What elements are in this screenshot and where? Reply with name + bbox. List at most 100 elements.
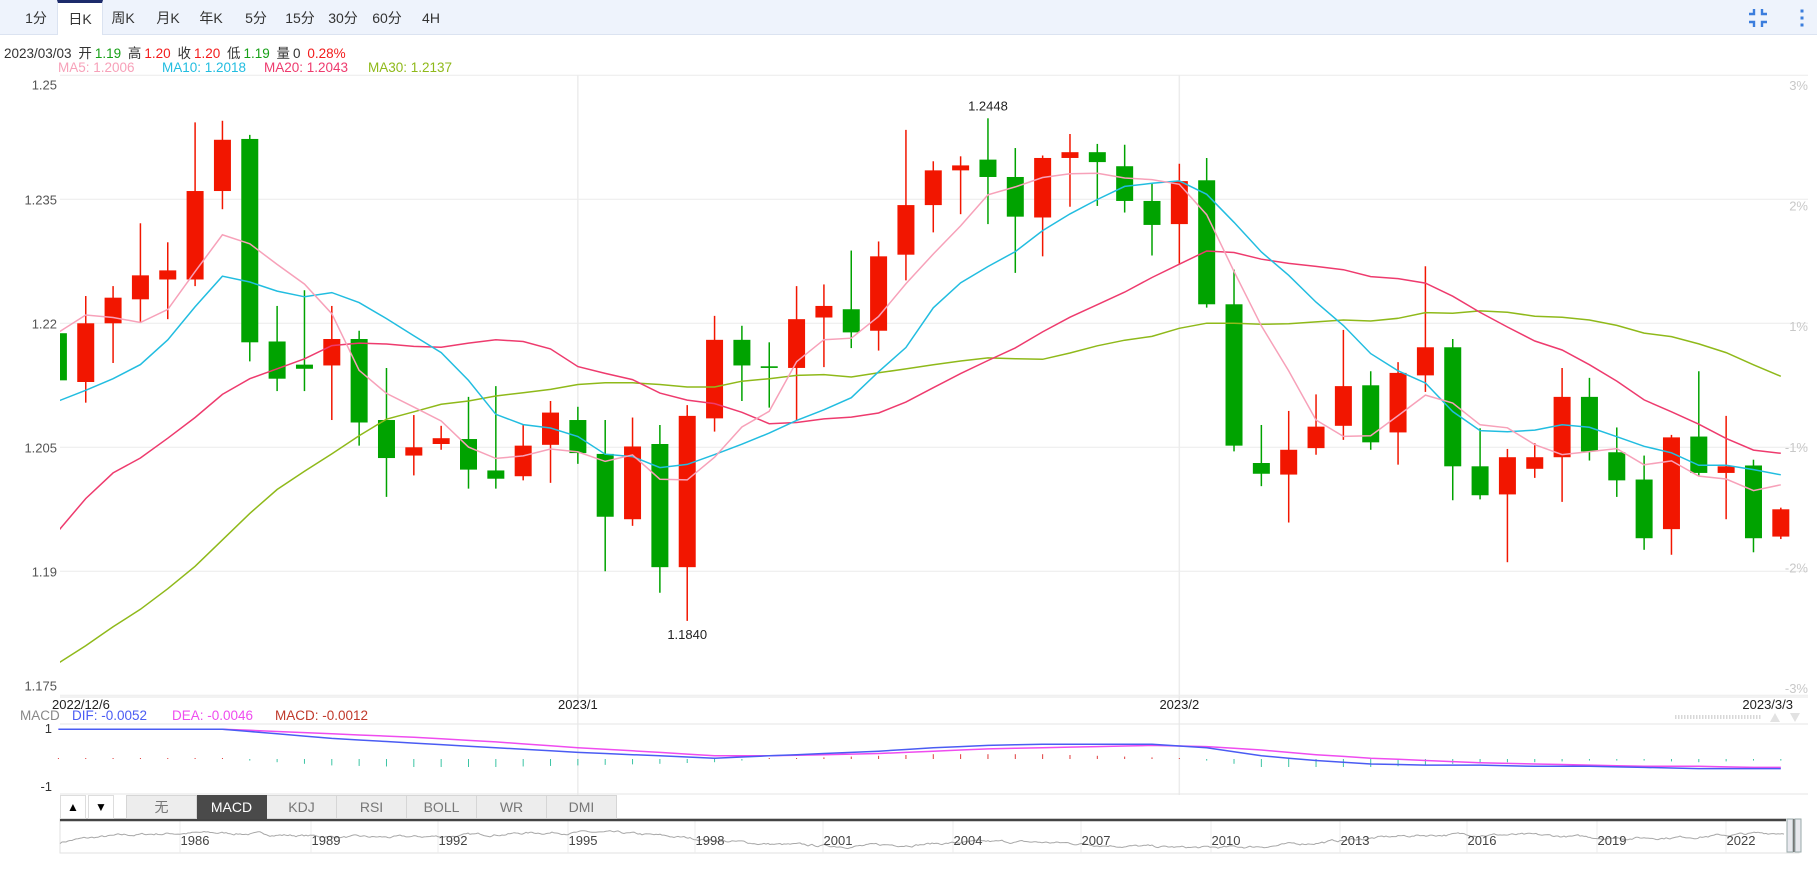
candle bbox=[815, 284, 833, 368]
indicator-tab-macd[interactable]: MACD bbox=[197, 795, 267, 819]
tab-0[interactable]: 1分 bbox=[25, 10, 47, 26]
candle bbox=[596, 420, 614, 572]
indicator-tab-kdj[interactable]: KDJ bbox=[267, 795, 337, 819]
candle-body bbox=[1334, 386, 1352, 426]
ma30-line bbox=[60, 310, 1782, 663]
indicator-tab-rsi[interactable]: RSI bbox=[337, 795, 407, 819]
tab-1[interactable]: 日K bbox=[57, 0, 103, 35]
candle-body bbox=[1772, 509, 1790, 537]
candle-body bbox=[678, 415, 696, 568]
date-tick-label: 2023/1 bbox=[558, 697, 598, 712]
candle bbox=[1061, 133, 1079, 207]
candle-body bbox=[1608, 452, 1626, 481]
ma20-legend: MA20: 1.2043 bbox=[264, 60, 349, 75]
scroll-down-icon bbox=[1790, 713, 1800, 722]
tab-6[interactable]: 15分 bbox=[285, 10, 315, 26]
candle bbox=[897, 129, 915, 281]
navigator-year-label: 2013 bbox=[1341, 833, 1370, 848]
candle bbox=[1143, 183, 1161, 256]
candle-body bbox=[624, 446, 642, 520]
candle bbox=[405, 415, 423, 476]
candle-body bbox=[870, 256, 888, 331]
candle bbox=[268, 305, 286, 392]
tab-8[interactable]: 60分 bbox=[372, 10, 402, 26]
tab-3[interactable]: 月K bbox=[156, 10, 180, 26]
indicator-tab-wr[interactable]: WR bbox=[477, 795, 547, 819]
candle-body bbox=[1252, 463, 1270, 474]
move-down-button[interactable]: ▼ bbox=[88, 795, 114, 819]
candle bbox=[1198, 157, 1216, 308]
percent-tick-label: 3% bbox=[1789, 78, 1808, 93]
navigator-selection bbox=[1793, 819, 1795, 852]
tab-9[interactable]: 4H bbox=[422, 10, 440, 26]
candle-body bbox=[295, 364, 313, 369]
candle bbox=[1225, 269, 1243, 452]
close-value: 1.20 bbox=[193, 46, 221, 61]
candle bbox=[870, 241, 888, 351]
tab-2[interactable]: 周K bbox=[111, 10, 135, 26]
macd-axis-top: 1 bbox=[45, 721, 52, 736]
candle-body bbox=[1717, 466, 1735, 473]
tab-7[interactable]: 30分 bbox=[328, 10, 358, 26]
percent-tick-label: -1% bbox=[1785, 440, 1809, 455]
candle-body bbox=[460, 439, 477, 470]
candle-body bbox=[1416, 347, 1434, 376]
move-up-button[interactable]: ▲ bbox=[60, 795, 86, 819]
navigator[interactable]: 1986 1989 1992 1995 1998 2001 2004 2007 2010 2013… bbox=[59, 713, 1802, 854]
candle-body bbox=[1143, 200, 1161, 225]
high-value: 1.20 bbox=[144, 46, 171, 61]
candle-body bbox=[651, 443, 669, 568]
candle bbox=[1088, 143, 1106, 206]
indicator-tab-无[interactable]: 无 bbox=[126, 795, 197, 819]
candle bbox=[131, 223, 149, 322]
candle bbox=[1635, 455, 1653, 550]
tab-5[interactable]: 5分 bbox=[245, 10, 267, 26]
candle bbox=[514, 424, 532, 481]
candle-body bbox=[596, 453, 614, 517]
grid-lines bbox=[60, 74, 1808, 795]
candle bbox=[1252, 424, 1270, 487]
ma5-line bbox=[60, 172, 1781, 492]
dea-legend: DEA: -0.0046 bbox=[172, 708, 254, 723]
candle-body bbox=[241, 138, 259, 343]
close-label: 收 bbox=[177, 46, 191, 61]
date-tick-label: 2023/2 bbox=[1159, 697, 1199, 712]
candle-body bbox=[1389, 372, 1407, 433]
candle-body bbox=[1580, 396, 1598, 452]
compress-icon[interactable] bbox=[1746, 6, 1770, 30]
candle-body bbox=[213, 139, 231, 192]
navigator-left-handle[interactable] bbox=[1786, 818, 1794, 853]
percent-tick-label: -3% bbox=[1785, 681, 1809, 696]
price-tick-label: 1.205 bbox=[24, 440, 57, 455]
candle-body bbox=[268, 341, 286, 379]
navigator-year-label: 2022 bbox=[1727, 833, 1756, 848]
navigator-right-handle[interactable] bbox=[1794, 818, 1802, 853]
indicator-tab-dmi[interactable]: DMI bbox=[547, 795, 617, 819]
candle-body bbox=[1526, 457, 1544, 469]
candle bbox=[542, 401, 560, 483]
candle-body bbox=[1061, 152, 1079, 158]
candle-body bbox=[377, 420, 395, 459]
candle-body bbox=[1225, 304, 1243, 446]
candle-body bbox=[788, 319, 806, 368]
candle-body bbox=[131, 275, 149, 300]
min-price-label: 1.1840 bbox=[667, 627, 707, 642]
ma20-line bbox=[60, 250, 1781, 531]
tab-4[interactable]: 年K bbox=[199, 10, 223, 26]
candle bbox=[241, 134, 259, 362]
candle bbox=[842, 250, 860, 349]
change-percent: 0.28% bbox=[307, 46, 346, 61]
navigator-year-label: 2001 bbox=[824, 833, 853, 848]
candle bbox=[1280, 410, 1298, 523]
indicator-tab-boll[interactable]: BOLL bbox=[407, 795, 477, 819]
more-vertical-icon[interactable] bbox=[1790, 6, 1814, 30]
candle-body bbox=[104, 297, 122, 324]
open-label: 开 bbox=[78, 46, 92, 61]
dif-legend: DIF: -0.0052 bbox=[72, 708, 148, 723]
candle bbox=[678, 405, 696, 621]
candle bbox=[1416, 266, 1434, 392]
navigator-series-line bbox=[59, 830, 1785, 850]
candle bbox=[651, 424, 669, 593]
candle-body bbox=[514, 445, 532, 477]
